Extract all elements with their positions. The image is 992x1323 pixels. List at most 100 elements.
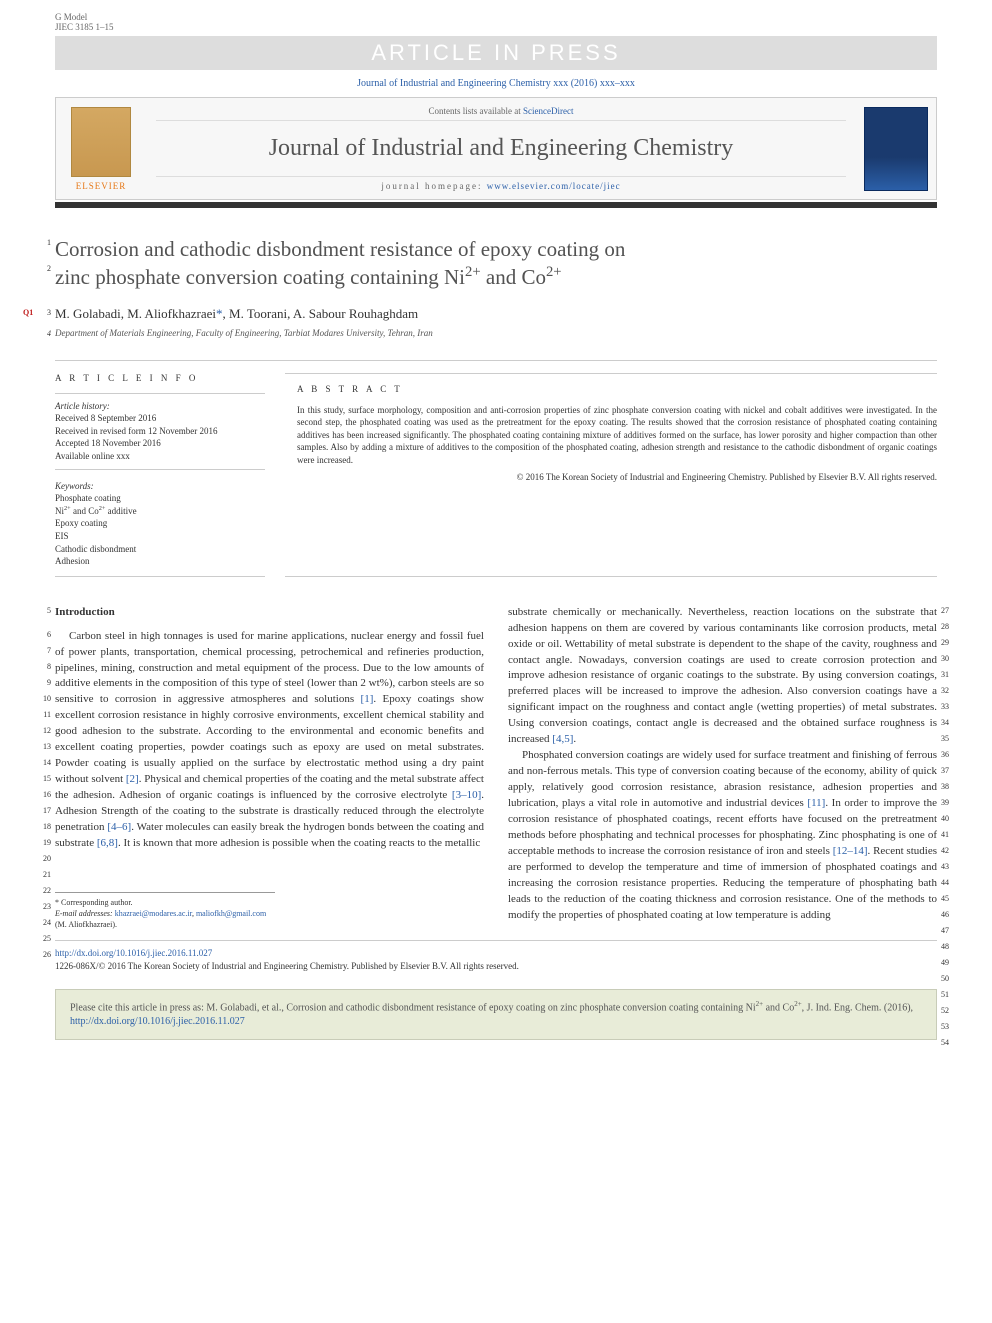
journal-cover-icon xyxy=(864,107,928,191)
affiliation: 4 Department of Materials Engineering, F… xyxy=(55,322,937,338)
ref-link[interactable]: [11] xyxy=(807,797,825,809)
line-num: 40 xyxy=(941,813,957,825)
line-num: 22 xyxy=(35,885,51,897)
email-link[interactable]: khazraei@modares.ac.ir xyxy=(115,909,192,918)
line-num: 5 xyxy=(35,605,51,617)
sciencedirect-link[interactable]: ScienceDirect xyxy=(523,106,573,116)
line-num: 41 xyxy=(941,829,957,841)
abstract-text: In this study, surface morphology, compo… xyxy=(297,404,937,467)
ref-link[interactable]: [3–10] xyxy=(452,789,481,801)
article-info-heading: A R T I C L E I N F O xyxy=(55,373,265,393)
revised-date: Received in revised form 12 November 201… xyxy=(55,425,265,438)
keywords-label: Keywords: xyxy=(55,480,265,493)
issn-copyright: 1226-086X/© 2016 The Korean Society of I… xyxy=(55,961,519,971)
line-num: 39 xyxy=(941,797,957,809)
line-num: 33 xyxy=(941,701,957,713)
meta-row: A R T I C L E I N F O Article history: R… xyxy=(55,360,937,577)
line-num: 36 xyxy=(941,749,957,761)
ref-link[interactable]: [4,5] xyxy=(552,733,573,745)
line-num: 44 xyxy=(941,877,957,889)
title-line2-pre: zinc phosphate conversion coating contai… xyxy=(55,265,465,289)
line-num: 1 xyxy=(35,238,51,248)
authors-post: , M. Toorani, A. Sabour Rouhaghdam xyxy=(223,306,419,321)
ref-link[interactable]: [2] xyxy=(126,773,139,785)
line-num: 19 xyxy=(35,837,51,849)
contents-prefix: Contents lists available at xyxy=(429,106,523,116)
line-num: 47 xyxy=(941,925,957,937)
title-line2-mid: and Co xyxy=(481,265,546,289)
page-footer: http://dx.doi.org/10.1016/j.jiec.2016.11… xyxy=(55,940,937,972)
line-num: 28 xyxy=(941,621,957,633)
cite-pre: Please cite this article in press as: M.… xyxy=(70,1002,756,1013)
line-num: 4 xyxy=(35,329,51,338)
doi-link[interactable]: http://dx.doi.org/10.1016/j.jiec.2016.11… xyxy=(55,948,212,958)
abstract-heading: A B S T R A C T xyxy=(297,384,937,404)
homepage-link[interactable]: www.elsevier.com/locate/jiec xyxy=(487,181,621,191)
model-code: JIEC 3185 1–15 xyxy=(55,22,114,32)
homepage-prefix: journal homepage: xyxy=(381,181,486,191)
line-num: 11 xyxy=(35,709,51,721)
keyword: Ni2+ and Co2+ additive xyxy=(55,505,265,518)
line-num: 52 xyxy=(941,1005,957,1017)
line-num: 20 xyxy=(35,853,51,865)
line-num: 48 xyxy=(941,941,957,953)
keyword: Cathodic disbondment xyxy=(55,543,265,556)
line-num: 53 xyxy=(941,1021,957,1033)
line-num: 42 xyxy=(941,845,957,857)
header-left: G Model JIEC 3185 1–15 xyxy=(55,12,114,32)
line-num: 31 xyxy=(941,669,957,681)
line-num: 21 xyxy=(35,869,51,881)
keyword: Phosphate coating xyxy=(55,492,265,505)
intro-paragraph-1: Carbon steel in high tonnages is used fo… xyxy=(55,629,484,852)
email-link[interactable]: maliofkh@gmail.com xyxy=(196,909,266,918)
line-num: 16 xyxy=(35,789,51,801)
journal-banner: ELSEVIER Contents lists available at Sci… xyxy=(55,97,937,200)
history-label: Article history: xyxy=(55,400,265,413)
line-num: 10 xyxy=(35,693,51,705)
cover-thumb xyxy=(856,98,936,199)
line-num: 54 xyxy=(941,1037,957,1049)
ref-link[interactable]: [6,8] xyxy=(97,837,118,849)
corresponding-note: * Corresponding author. xyxy=(55,897,275,908)
ref-link[interactable]: [1] xyxy=(361,693,374,705)
line-num: 15 xyxy=(35,773,51,785)
line-num: 3 xyxy=(35,308,51,317)
line-num: 30 xyxy=(941,653,957,665)
body-columns: 5 6 7 8 9 10 11 12 13 14 15 16 17 18 19 … xyxy=(55,605,937,931)
line-num: 50 xyxy=(941,973,957,985)
article-title: 1 2 Corrosion and cathodic disbondment r… xyxy=(55,208,937,292)
homepage-line: journal homepage: www.elsevier.com/locat… xyxy=(156,176,846,191)
line-num: 37 xyxy=(941,765,957,777)
ref-link[interactable]: [12–14] xyxy=(833,845,868,857)
available-date: Available online xxx xyxy=(55,450,265,463)
line-num: 46 xyxy=(941,909,957,921)
cite-doi-link[interactable]: http://dx.doi.org/10.1016/j.jiec.2016.11… xyxy=(70,1016,245,1027)
line-num: 7 xyxy=(35,645,51,657)
intro-paragraph-2b: Phosphated conversion coatings are widel… xyxy=(508,748,937,923)
keyword: Adhesion xyxy=(55,555,265,568)
received-date: Received 8 September 2016 xyxy=(55,412,265,425)
footnotes: * Corresponding author. E-mail addresses… xyxy=(55,892,275,931)
keywords: Keywords: Phosphate coating Ni2+ and Co2… xyxy=(55,470,265,577)
ref-link[interactable]: [4–6] xyxy=(107,821,131,833)
affiliation-text: Department of Materials Engineering, Fac… xyxy=(55,328,433,338)
article-info: A R T I C L E I N F O Article history: R… xyxy=(55,373,285,577)
model-label: G Model xyxy=(55,12,114,22)
column-right: 27 28 29 30 31 32 33 34 35 36 37 38 39 4… xyxy=(508,605,937,931)
publisher-name: ELSEVIER xyxy=(76,181,127,191)
line-num: 34 xyxy=(941,717,957,729)
intro-heading: Introduction xyxy=(55,605,484,629)
line-num: 49 xyxy=(941,957,957,969)
line-num: 29 xyxy=(941,637,957,649)
publisher-logo: ELSEVIER xyxy=(56,98,146,199)
banner-center: Contents lists available at ScienceDirec… xyxy=(146,98,856,199)
main-content: 1 2 Corrosion and cathodic disbondment r… xyxy=(55,208,937,930)
line-num: 26 xyxy=(35,949,51,961)
article-history: Article history: Received 8 September 20… xyxy=(55,393,265,470)
line-num: 32 xyxy=(941,685,957,697)
line-num: 6 xyxy=(35,629,51,641)
line-num: 18 xyxy=(35,821,51,833)
line-num: 25 xyxy=(35,933,51,945)
corresponding-name: (M. Aliofkhazraei). xyxy=(55,919,275,930)
watermark-bar: ARTICLE IN PRESS xyxy=(55,36,937,70)
